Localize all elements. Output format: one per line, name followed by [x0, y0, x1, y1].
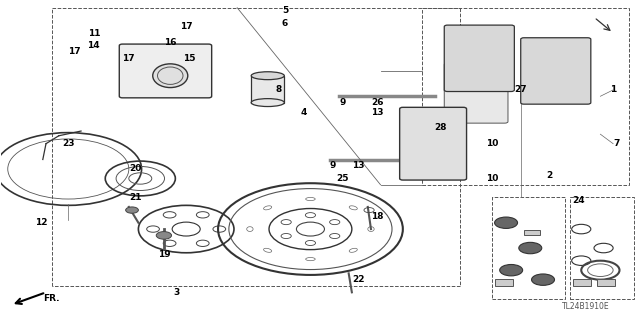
Text: 27: 27	[515, 85, 527, 94]
Text: 2: 2	[546, 171, 552, 180]
Text: 13: 13	[352, 161, 365, 170]
Circle shape	[156, 232, 172, 239]
Text: 11: 11	[88, 28, 100, 38]
Text: 24: 24	[572, 196, 584, 205]
FancyBboxPatch shape	[119, 44, 212, 98]
Text: 17: 17	[122, 54, 135, 63]
Text: 18: 18	[371, 212, 383, 221]
Text: 1: 1	[610, 85, 616, 94]
Circle shape	[532, 274, 554, 286]
Text: 28: 28	[435, 123, 447, 132]
FancyBboxPatch shape	[444, 63, 508, 123]
FancyBboxPatch shape	[573, 279, 591, 286]
Text: 20: 20	[129, 165, 141, 174]
Text: TL24B1910E: TL24B1910E	[562, 302, 610, 311]
FancyBboxPatch shape	[251, 76, 284, 103]
FancyBboxPatch shape	[399, 107, 467, 180]
Ellipse shape	[153, 64, 188, 87]
FancyBboxPatch shape	[521, 38, 591, 104]
Text: 13: 13	[371, 108, 383, 116]
Text: 8: 8	[275, 85, 282, 94]
Ellipse shape	[251, 72, 284, 80]
Text: 6: 6	[282, 19, 288, 28]
Text: 10: 10	[486, 139, 498, 148]
FancyBboxPatch shape	[524, 230, 540, 235]
Text: 3: 3	[173, 288, 180, 297]
Text: 5: 5	[282, 6, 288, 15]
Text: 26: 26	[371, 98, 383, 107]
Text: 25: 25	[336, 174, 349, 183]
Text: 9: 9	[339, 98, 346, 107]
Ellipse shape	[251, 99, 284, 107]
Text: 9: 9	[330, 161, 336, 170]
Text: 22: 22	[352, 275, 365, 284]
Text: 16: 16	[164, 38, 177, 47]
Text: 4: 4	[301, 108, 307, 116]
Text: 15: 15	[183, 54, 195, 63]
FancyBboxPatch shape	[597, 279, 615, 286]
Text: 10: 10	[486, 174, 498, 183]
Text: 12: 12	[35, 218, 47, 227]
Text: 17: 17	[68, 48, 81, 56]
Text: 21: 21	[129, 193, 141, 202]
Text: 7: 7	[613, 139, 620, 148]
Circle shape	[125, 207, 138, 213]
Text: FR.: FR.	[43, 293, 60, 302]
Circle shape	[519, 242, 541, 254]
FancyBboxPatch shape	[444, 25, 515, 92]
Circle shape	[500, 264, 523, 276]
Text: 17: 17	[180, 22, 193, 31]
FancyBboxPatch shape	[495, 279, 513, 286]
Circle shape	[495, 217, 518, 228]
Text: 23: 23	[62, 139, 74, 148]
Text: 19: 19	[157, 250, 170, 259]
Text: 14: 14	[88, 41, 100, 50]
